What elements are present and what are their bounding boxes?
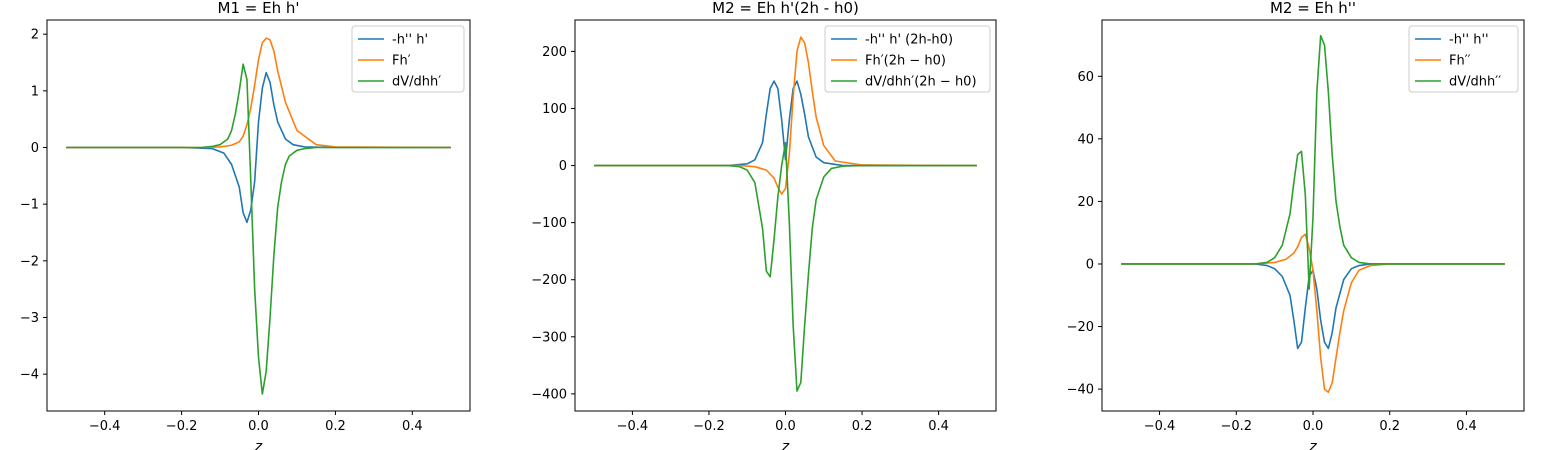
y-tick-label: −100 (531, 216, 567, 231)
y-tick-label: −400 (531, 387, 567, 402)
legend-entry: dV/dhh′ (392, 75, 441, 90)
y-tick-label: 1 (31, 84, 39, 99)
x-tick-label: 0.0 (775, 419, 796, 434)
x-tick-label: 0.2 (1379, 419, 1400, 434)
y-tick-label: 0 (31, 141, 39, 156)
legend: -h'' h' Fh′ dV/dhh′ (351, 25, 465, 93)
legend-frame (351, 25, 465, 93)
y-tick-label: 60 (1077, 70, 1094, 85)
chart-title: M2 = Eh h'' (1270, 0, 1356, 17)
x-tick-label: −0.4 (1144, 419, 1176, 434)
y-tick-label: −20 (1067, 320, 1094, 335)
y-tick-label: −40 (1067, 383, 1094, 398)
x-tick-label: 0.4 (928, 419, 949, 434)
y-tick-label: 2 (31, 28, 39, 43)
series-line-1 (594, 80, 977, 167)
legend-frame (824, 25, 991, 93)
y-tick-label: 0 (559, 159, 567, 174)
legend-entry: -h'' h' (2h-h0) (865, 33, 953, 48)
y-tick-label: 20 (1077, 195, 1094, 210)
y-tick-label: −3 (20, 311, 39, 326)
x-axis-label: z (1308, 439, 1317, 450)
legend-entry: Fh′(2h − h0) (865, 54, 946, 69)
x-tick-label: −0.4 (617, 419, 649, 434)
legend-entry: dV/dhh′(2h − h0) (865, 75, 977, 90)
subplot-3: −0.4 −0.2 0.0 0.2 0.4 −40 −20 0 20 40 60 M2 = Eh h'… (1067, 0, 1525, 450)
chart-title: M1 = Eh h' (218, 0, 300, 17)
x-tick-label: −0.4 (89, 419, 121, 434)
series-line-2 (66, 37, 451, 149)
y-tick-label: −4 (20, 368, 39, 383)
legend-entry: dV/dhh′′ (1449, 75, 1501, 90)
y-tick-label: 100 (542, 102, 567, 117)
y-tick-label: 200 (542, 45, 567, 60)
legend-entry: -h'' h'' (1449, 33, 1489, 48)
x-tick-label: −0.2 (166, 419, 198, 434)
x-axis-label: z (254, 439, 263, 450)
x-tick-label: 0.4 (402, 419, 423, 434)
x-tick-label: −0.2 (693, 419, 725, 434)
x-tick-label: 0.2 (852, 419, 873, 434)
legend-entry: Fh′′ (1449, 54, 1471, 69)
series-line-3 (1121, 34, 1505, 290)
x-tick-label: −0.2 (1220, 419, 1252, 434)
legend-entry: Fh′ (392, 54, 411, 69)
y-tick-label: −1 (20, 198, 39, 213)
series-line-1 (66, 71, 451, 224)
legend: -h'' h' (2h-h0) Fh′(2h − h0) dV/dhh′(2h − … (824, 25, 991, 93)
y-tick-label: −2 (20, 254, 39, 269)
x-tick-label: 0.0 (1303, 419, 1324, 434)
series-line-3 (66, 63, 451, 395)
y-tick-label: −200 (531, 273, 567, 288)
series-line-2 (1121, 233, 1505, 394)
chart-title: M2 = Eh h'(2h - h0) (712, 0, 859, 17)
x-axis-label: z (781, 439, 790, 450)
x-tick-label: 0.4 (1456, 419, 1477, 434)
series-line-2 (594, 36, 977, 195)
x-tick-label: 0.0 (248, 419, 269, 434)
legend: -h'' h'' Fh′′ dV/dhh′′ (1408, 25, 1519, 93)
legend-entry: -h'' h' (392, 33, 428, 48)
x-tick-label: 0.2 (325, 419, 346, 434)
y-tick-label: 0 (1086, 257, 1094, 272)
subplot-1: −0.4 −0.2 0.0 0.2 0.4 −4 −3 −2 −1 0 1 2 M1 = Eh h' z -… (20, 0, 471, 450)
y-tick-label: 40 (1077, 132, 1094, 147)
legend-frame (1408, 25, 1519, 93)
series-line-3 (594, 141, 977, 392)
y-tick-label: −300 (531, 330, 567, 345)
subplot-2: −0.4 −0.2 0.0 0.2 0.4 −400 −300 −200 −100 0 100 200… (531, 0, 997, 450)
